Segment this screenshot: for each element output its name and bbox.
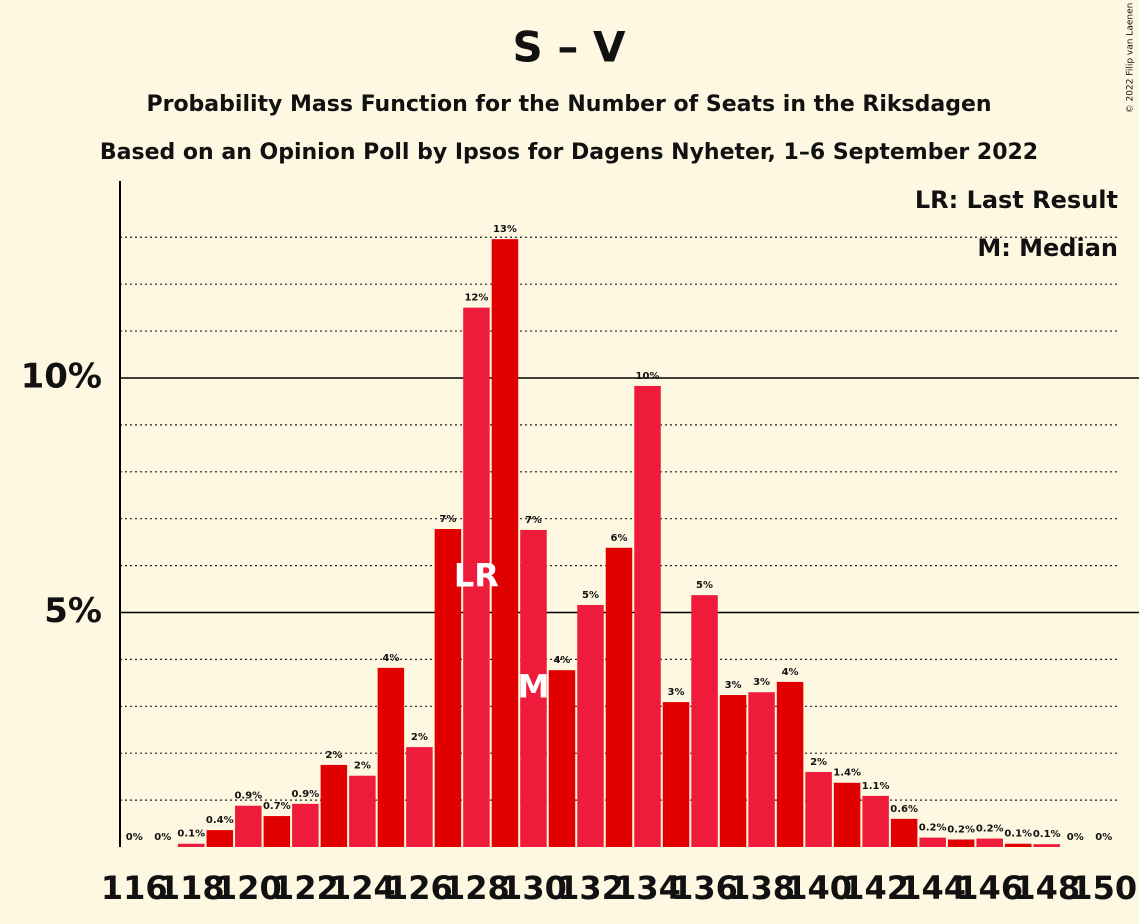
x-tick-label: 122 (272, 869, 339, 907)
value-label: 0.9% (291, 789, 319, 800)
marker-label: M (518, 667, 550, 705)
bar (719, 695, 747, 847)
legend-entry: LR: Last Result (915, 186, 1118, 214)
bar (862, 795, 889, 847)
x-tick-label: 136 (671, 869, 738, 907)
chart-title: S – V (513, 23, 626, 72)
y-tick-label: 10% (21, 356, 102, 396)
bar (833, 782, 861, 847)
subtitle: Probability Mass Function for the Number… (146, 92, 991, 117)
bar (349, 775, 376, 847)
x-tick-label: 124 (329, 869, 396, 907)
bar (463, 307, 490, 847)
value-label: 0% (126, 832, 143, 843)
value-label: 4% (553, 655, 570, 666)
value-label: 0% (1067, 832, 1084, 843)
value-label: 0.7% (263, 801, 291, 812)
bar (577, 604, 604, 847)
bar (206, 830, 234, 847)
value-label: 2% (411, 732, 428, 743)
bar (947, 839, 975, 847)
subtitle: Based on an Opinion Poll by Ipsos for Da… (100, 140, 1038, 165)
value-label: 0.4% (206, 815, 234, 826)
x-tick-label: 130 (500, 869, 567, 907)
value-label: 3% (753, 677, 770, 688)
bar (976, 838, 1003, 847)
value-label: 0.6% (890, 804, 918, 815)
bar (263, 816, 291, 847)
marker-label: LR (454, 556, 499, 594)
value-label: 3% (725, 680, 742, 691)
copyright: © 2022 Filip van Laenen (1126, 3, 1136, 114)
value-label: 2% (354, 761, 371, 772)
value-label: 6% (611, 533, 628, 544)
value-label: 4% (782, 667, 799, 678)
x-tick-label: 146 (956, 869, 1023, 907)
x-tick-label: 150 (1070, 869, 1137, 907)
value-label: 1.1% (862, 781, 890, 792)
x-tick-label: 116 (101, 869, 168, 907)
value-label: 10% (636, 371, 660, 382)
x-tick-label: 134 (614, 869, 681, 907)
bar (919, 837, 946, 847)
value-label: 7% (439, 514, 456, 525)
value-label: 0.9% (234, 791, 262, 802)
bar (748, 692, 775, 847)
x-tick-label: 148 (1013, 869, 1080, 907)
bar (605, 547, 633, 847)
value-label: 5% (696, 580, 713, 591)
bar (1033, 844, 1060, 847)
x-tick-label: 128 (443, 869, 510, 907)
value-label: 0.1% (177, 829, 205, 840)
bar (491, 239, 519, 848)
bar (434, 529, 462, 847)
bar (520, 529, 547, 847)
value-label: 0% (1095, 832, 1112, 843)
value-label: 0.1% (1004, 829, 1032, 840)
x-tick-label: 120 (215, 869, 282, 907)
value-label: 13% (493, 224, 517, 235)
value-label: 7% (525, 515, 542, 526)
value-label: 0.2% (947, 824, 975, 835)
value-label: 2% (810, 757, 827, 768)
value-label: 0% (154, 832, 171, 843)
x-tick-label: 138 (728, 869, 795, 907)
bar (377, 667, 405, 847)
legend-entry: M: Median (977, 234, 1118, 262)
bar (406, 747, 433, 847)
y-tick-label: 5% (44, 591, 102, 631)
bar (776, 681, 804, 847)
bar (634, 385, 661, 847)
value-label: 2% (325, 750, 342, 761)
value-label: 0.2% (976, 824, 1004, 835)
bar (805, 771, 832, 847)
bar (292, 803, 319, 847)
value-label: 5% (582, 590, 599, 601)
bar (235, 805, 262, 847)
x-tick-label: 132 (557, 869, 624, 907)
bar (691, 595, 718, 847)
bar (320, 764, 348, 847)
x-tick-label: 144 (899, 869, 966, 907)
value-label: 12% (464, 293, 488, 304)
bar (1004, 843, 1032, 847)
x-tick-label: 118 (158, 869, 225, 907)
value-label: 0.1% (1033, 829, 1061, 840)
bar (178, 843, 205, 847)
bar (890, 818, 918, 847)
x-tick-label: 126 (386, 869, 453, 907)
value-label: 1.4% (833, 768, 861, 779)
value-label: 3% (668, 687, 685, 698)
x-tick-label: 142 (842, 869, 909, 907)
value-label: 4% (382, 653, 399, 664)
value-label: 0.2% (919, 823, 947, 834)
bar (662, 702, 690, 847)
x-tick-label: 140 (785, 869, 852, 907)
bar (548, 670, 576, 847)
